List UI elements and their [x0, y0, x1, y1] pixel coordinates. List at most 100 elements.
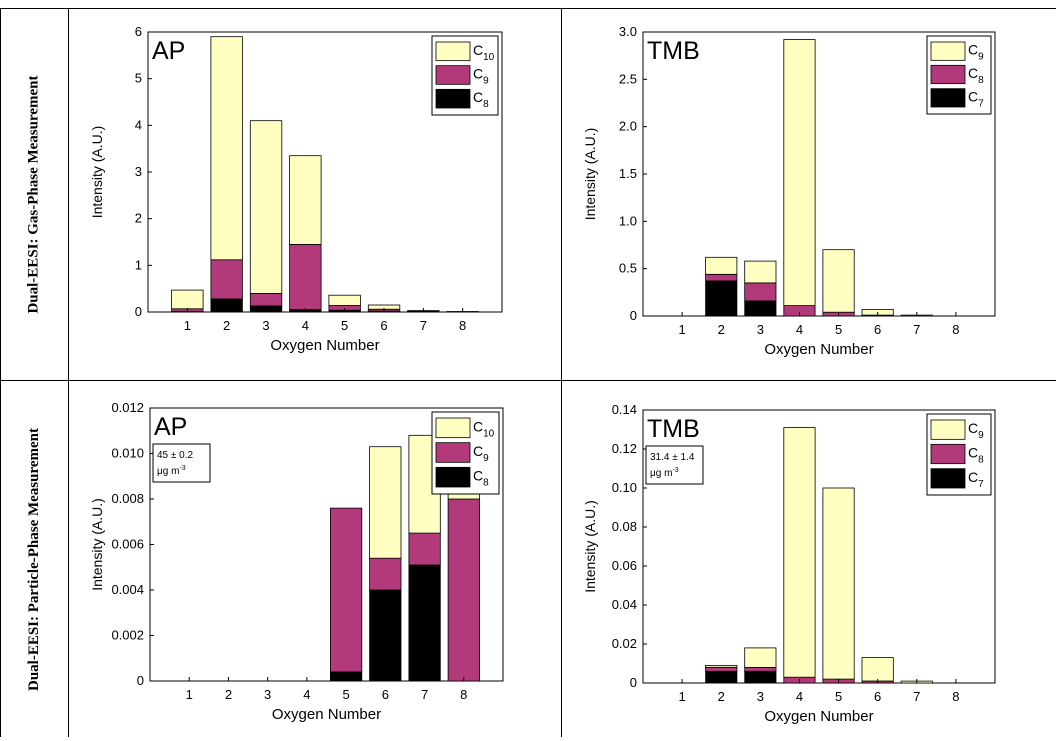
legend-label-letter: C	[473, 89, 483, 105]
y-tick-label: 0.12	[612, 441, 637, 456]
legend-label-letter: C	[968, 420, 978, 436]
row-label-particle-phase: Dual-EESI: Particle-Phase Measurement	[0, 381, 68, 737]
bar-segment-c9-o6	[369, 557, 402, 591]
chart-title: AP	[152, 37, 185, 65]
legend-label-subscript: 8	[978, 455, 984, 466]
y-tick-label: 4	[135, 117, 142, 132]
x-tick-label: 4	[796, 322, 803, 337]
bar-segment-c9-o5	[822, 487, 855, 680]
bar-segment-c9-o4	[783, 39, 816, 307]
bar-segment-c9-o7	[408, 532, 441, 566]
legend-swatch-c7	[930, 88, 966, 108]
x-tick-label: 8	[460, 687, 467, 702]
y-axis-label: Intensity (A.U.)	[89, 498, 105, 591]
legend-label-letter: C	[968, 42, 978, 58]
annotation-exp: -3	[179, 465, 185, 472]
annotation-exp: -3	[672, 467, 678, 474]
x-tick-label: 4	[796, 689, 803, 704]
legend-label-subscript: 8	[483, 99, 489, 110]
x-tick-label: 3	[264, 687, 271, 702]
y-tick-label: 0.006	[111, 537, 144, 552]
x-tick-label: 3	[757, 322, 764, 337]
chart-tmb-particle-phase-svg: 1 2 3 4 5 6 7 8 0 0.02 0.04 0.06 0.08 0.10 0.12 0.14 Oxy…	[582, 402, 996, 725]
y-tick-label: 1	[135, 257, 142, 272]
x-tick-label: 4	[303, 687, 310, 702]
bar-segment-c9-o5	[822, 249, 855, 313]
x-tick-label: 1	[184, 318, 191, 333]
legend-label-letter: C	[968, 65, 978, 81]
legend-label-c9: C9	[968, 42, 984, 63]
y-axis-label: Intensity (A.U.)	[582, 128, 598, 221]
y-tick-label: 0.06	[612, 558, 637, 573]
legend-label-subscript: 7	[978, 479, 984, 490]
chart-ap-gas-phase: 1 2 3 4 5 6 7 8 0 1 2 3 4 5 6 Oxygen Number Intensity (A…	[70, 10, 558, 378]
legend-swatch-c8	[930, 64, 966, 85]
y-tick-label: 0.14	[612, 402, 637, 417]
y-tick-label: 3	[135, 164, 142, 179]
bar-segment-c10-o5	[328, 294, 361, 306]
bar-segment-c9-o2	[705, 256, 738, 275]
annotation-line1: 31.4 ± 1.4	[650, 452, 695, 463]
bar-segment-c9-o3	[249, 292, 283, 307]
y-tick-label: 0.08	[612, 519, 637, 534]
legend-swatch-c10	[435, 417, 471, 439]
legend-label-c9: C9	[473, 443, 489, 464]
x-tick-label: 6	[874, 689, 881, 704]
legend-label-c7: C7	[968, 88, 984, 109]
x-tick-label: 1	[678, 322, 685, 337]
legend-label-letter: C	[968, 469, 978, 485]
chart-title: TMB	[647, 415, 700, 443]
x-axis-label: Oxygen Number	[270, 337, 379, 354]
annotation-unit: μg m	[650, 468, 672, 479]
legend-label-subscript: 8	[978, 75, 984, 86]
y-tick-label: 0.002	[111, 628, 144, 643]
legend-label-c8: C8	[968, 445, 984, 466]
bar-segment-c8-o2	[705, 273, 738, 282]
annotation-line1: 45 ± 0.2	[157, 450, 194, 461]
bar-segment-c8-o6	[369, 589, 402, 682]
chart-tmb-gas-phase: 1 2 3 4 5 6 7 8 0 0.5 1.0 1.5 2.0 2.5 3.0 Oxygen Number…	[563, 10, 1053, 378]
x-tick-label: 7	[420, 318, 427, 333]
legend-label-subscript: 10	[483, 428, 495, 439]
annotation-line2: μg m-3	[157, 465, 186, 477]
x-axis-label: Oxygen Number	[272, 706, 381, 723]
legend-label-letter: C	[473, 42, 483, 58]
y-axis-label: Intensity (A.U.)	[582, 500, 598, 593]
bar-segment-c9-o8	[447, 498, 480, 682]
row-label-gas-phase: Dual-EESI: Gas-Phase Measurement	[0, 9, 68, 380]
legend-swatch-c7	[930, 468, 966, 489]
annotation-line2: μg m-3	[650, 467, 679, 479]
x-tick-label: 6	[380, 318, 387, 333]
legend-label-c8: C8	[968, 65, 984, 86]
y-tick-label: 0.02	[612, 636, 637, 651]
x-tick-label: 2	[225, 687, 232, 702]
bar-segment-c10-o2	[210, 36, 243, 261]
x-tick-label: 6	[874, 322, 881, 337]
x-tick-label: 2	[223, 318, 230, 333]
annotation-box	[152, 443, 211, 483]
y-tick-label: 0.04	[612, 597, 637, 612]
y-tick-label: 5	[135, 71, 142, 86]
annotation-unit: μg m	[157, 466, 179, 477]
x-tick-label: 8	[952, 689, 959, 704]
y-tick-label: 0	[630, 308, 637, 323]
chart-title: TMB	[647, 37, 700, 65]
legend-swatch-c8	[435, 88, 471, 109]
table-top-border	[0, 8, 1056, 9]
y-tick-label: 3.0	[619, 24, 637, 39]
legend-label-letter: C	[473, 468, 483, 484]
bar-segment-c8-o3	[744, 666, 777, 672]
legend-label-letter: C	[968, 88, 978, 104]
legend-swatch-c8	[435, 466, 471, 488]
x-tick-label: 5	[341, 318, 348, 333]
y-tick-label: 0	[135, 304, 142, 319]
x-tick-label: 3	[757, 689, 764, 704]
bar-segment-c9-o5	[329, 507, 363, 673]
bar-segment-c9-o3	[744, 647, 777, 668]
y-tick-label: 2.5	[619, 71, 637, 86]
y-tick-label: 0.008	[111, 491, 144, 506]
legend-label-subscript: 9	[483, 76, 489, 87]
legend-label-letter: C	[473, 66, 483, 82]
x-axis-label: Oxygen Number	[764, 708, 873, 725]
x-tick-label: 5	[835, 322, 842, 337]
